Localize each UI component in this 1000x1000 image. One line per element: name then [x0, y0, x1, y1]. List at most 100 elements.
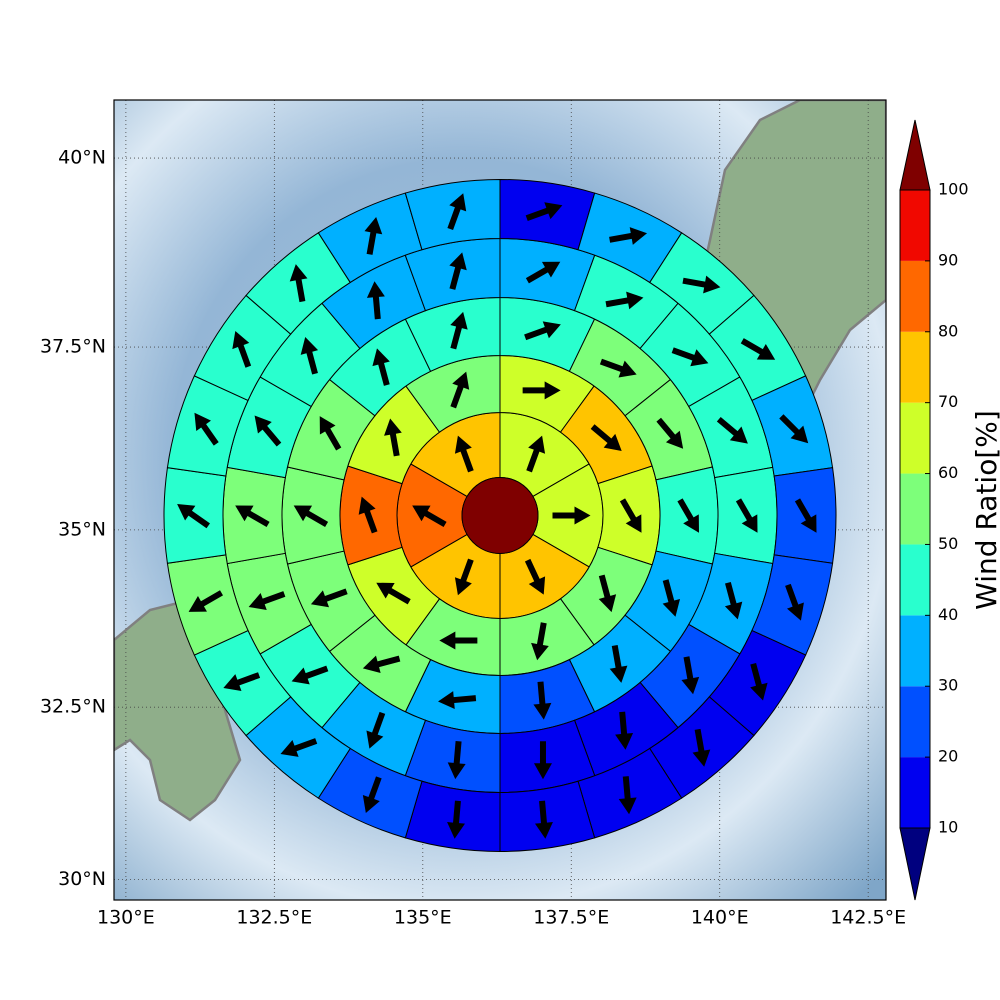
wind-arrow [291, 665, 329, 685]
wind-arrow [454, 435, 474, 473]
wind-arrow [677, 498, 699, 533]
wind-arrow [235, 505, 270, 528]
wind-arrow [681, 656, 700, 695]
wind-arrow [524, 558, 546, 595]
wind-arrow [310, 588, 348, 608]
wind-arrow [449, 252, 467, 290]
x-tick-label: 137.5°E [533, 907, 609, 929]
wind-arrow [438, 691, 477, 710]
wind-arrow [552, 506, 591, 525]
wind-arrow [526, 435, 546, 473]
y-tick-label: 32.5°N [40, 696, 106, 718]
colorbar-bin [900, 260, 930, 332]
x-tick-label: 130°E [97, 907, 155, 929]
colorbar-label: Wind Ratio[%] [970, 410, 1000, 610]
wind-arrow [524, 321, 561, 341]
colorbar-tick-label: 40 [938, 605, 958, 624]
wind-arrow [525, 202, 563, 222]
colorbar: 10 20 30 40 50 60 70 80 90 100 [899, 119, 969, 901]
sector [499, 178, 596, 251]
wind-arrow [447, 193, 467, 231]
wind-arrow [682, 275, 721, 294]
colorbar-bin [900, 757, 930, 828]
x-tick-label: 142.5°E [830, 907, 906, 929]
wind-arrow [671, 347, 709, 367]
x-tick-label: 132.5°E [236, 907, 312, 929]
colorbar-bin [900, 615, 930, 687]
wind-arrow [692, 728, 711, 767]
wind-arrow [779, 414, 809, 444]
sector [404, 780, 501, 852]
colorbar-tick-label: 80 [938, 321, 958, 340]
frame [113, 99, 887, 901]
wind-arrow [280, 738, 318, 757]
colorbar-tick-label: 10 [938, 818, 958, 837]
wind-arrow [533, 741, 552, 780]
wind-arrow [194, 412, 219, 446]
wind-arrow [609, 644, 628, 683]
wind-arrows [177, 193, 817, 839]
colorbar-extend-high [899, 119, 931, 191]
colorbar-tick-label: 30 [938, 676, 958, 695]
wind-arrow [450, 371, 470, 409]
wind-arrow [750, 663, 768, 701]
wind-arrow [531, 622, 549, 661]
wind-arrow [362, 776, 382, 814]
wind-arrow [372, 348, 390, 386]
y-tick-label: 35°N [58, 518, 106, 540]
wind-arrow [366, 711, 386, 749]
axes: 130°E 132.5°E 135°E 137.5°E 140°E 142.5°E 30°N… [40, 147, 906, 929]
colorbar-tick-label: 20 [938, 747, 958, 766]
wind-arrow [248, 591, 286, 610]
wind-arrow [300, 337, 319, 375]
colorbar-bin [900, 190, 930, 261]
wind-arrow [439, 631, 478, 650]
colorbar-tick-label: 100 [938, 180, 969, 199]
sector [499, 780, 596, 852]
wind-arrow [447, 741, 466, 780]
wind-arrow [785, 583, 804, 621]
wind-arrow [223, 672, 261, 691]
wind-arrow [450, 311, 468, 350]
wind-arrow [662, 579, 681, 617]
colorbar-tick-label: 50 [938, 534, 958, 553]
wind-arrow [590, 424, 622, 452]
x-tick-label: 135°E [394, 907, 452, 929]
wind-arrow [362, 655, 401, 673]
colorbar-bin [900, 473, 930, 545]
colorbar-bin [900, 686, 930, 758]
wind-arrow [232, 330, 252, 368]
wind-arrow [364, 216, 383, 255]
wind-arrow [254, 415, 282, 447]
wind-arrow [740, 338, 776, 360]
y-tick-label: 37.5°N [40, 336, 106, 358]
wind-arrow [656, 417, 684, 449]
wind-arrow [599, 358, 637, 378]
wind-arrow [609, 227, 648, 245]
x-tick-label: 140°E [691, 907, 749, 929]
wind-arrow [598, 574, 617, 613]
wind-arrow [447, 800, 465, 839]
wind-arrow [618, 776, 637, 815]
colorbar-bin [900, 402, 930, 474]
wind-arrow [605, 291, 644, 310]
wind-arrow [358, 496, 378, 534]
colorbar-bin [900, 544, 930, 616]
wind-arrow [188, 590, 224, 612]
wind-arrow [376, 582, 411, 605]
colorbar-extend-low [899, 827, 931, 901]
wind-arrow [615, 711, 634, 750]
colorbar-tick-label: 60 [938, 463, 958, 482]
wind-arrow [177, 503, 210, 529]
wind-arrow [384, 418, 402, 457]
wind-arrow [454, 558, 474, 596]
wind-arrow [735, 498, 758, 533]
wind-arrow [535, 800, 553, 839]
wind-arrow [366, 281, 385, 320]
wind-arrow [289, 264, 308, 303]
wind-arrow [522, 381, 561, 400]
wind-arrow [724, 581, 743, 620]
wind-arrow [794, 498, 817, 533]
wind-arrow [716, 416, 748, 444]
